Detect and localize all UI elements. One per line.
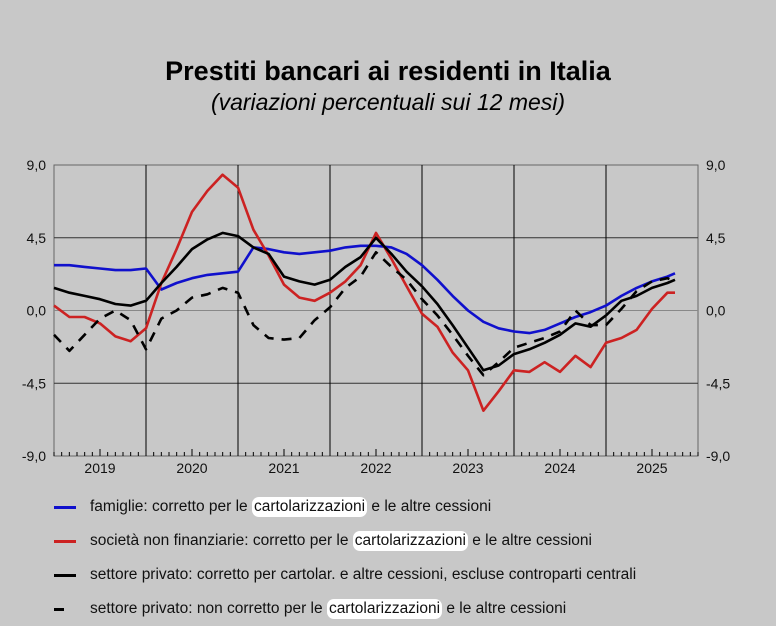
y-tick-label-right: -4,5 xyxy=(706,375,730,391)
y-tick-label-left: -4,5 xyxy=(22,375,46,391)
x-tick-label: 2022 xyxy=(360,460,391,476)
y-tick-label-left: 9,0 xyxy=(27,157,47,173)
series-line-3 xyxy=(53,251,676,377)
y-tick-label-left: 0,0 xyxy=(27,303,47,319)
chart-subtitle: (variazioni percentuali sui 12 mesi) xyxy=(210,89,566,115)
y-tick-label-left: 4,5 xyxy=(27,230,47,246)
legend-label: settore privato: corretto per cartolar. … xyxy=(90,566,637,583)
legend-swatch-settore-privato xyxy=(54,573,76,577)
legend-highlight: cartolarizzazioni xyxy=(326,599,443,619)
x-tick-label: 2019 xyxy=(84,460,115,476)
y-tick-label-left: -9,0 xyxy=(22,448,46,464)
legend-label: e le altre cessioni xyxy=(367,498,492,515)
legend-label: e le altre cessioni xyxy=(442,600,567,617)
line-chart: 9,0 9,0 4,5 4,5 0,0 0,0 -4,5 -4,5 -9,0 -9,0 2019 20… xyxy=(22,157,730,476)
legend-item: settore privato: non corretto per le car… xyxy=(54,592,636,626)
x-tick-label: 2023 xyxy=(452,460,483,476)
legend-highlight: cartolarizzazioni xyxy=(352,531,468,551)
x-tick-label: 2024 xyxy=(544,460,575,476)
legend-label: società non finanziarie: corretto per le xyxy=(90,532,353,549)
legend-label: settore privato: non corretto per le xyxy=(90,600,327,617)
legend-item: società non finanziarie: corretto per le… xyxy=(54,524,636,558)
legend-swatch-famiglie xyxy=(54,505,76,509)
legend: famiglie: corretto per le cartolarizzazi… xyxy=(54,490,636,626)
y-tick-label-right: 0,0 xyxy=(706,303,726,319)
legend-label: famiglie: corretto per le xyxy=(90,498,252,515)
y-tick-label-right: 4,5 xyxy=(706,230,726,246)
x-tick-label: 2021 xyxy=(268,460,299,476)
y-tick-label-right: -9,0 xyxy=(706,448,730,464)
legend-label: e le altre cessioni xyxy=(467,532,592,549)
series-line-2 xyxy=(53,231,676,372)
legend-item: settore privato: corretto per cartolar. … xyxy=(54,558,636,592)
legend-highlight: cartolarizzazioni xyxy=(251,497,368,517)
x-tick-label: 2025 xyxy=(636,460,667,476)
x-tick-label: 2020 xyxy=(176,460,207,476)
legend-swatch-societa xyxy=(54,539,76,543)
legend-swatch-settore-privato-non-corretto xyxy=(54,607,64,611)
chart-title: Prestiti bancari ai residenti in Italia xyxy=(165,56,611,86)
legend-item: famiglie: corretto per le cartolarizzazi… xyxy=(54,490,636,524)
y-tick-label-right: 9,0 xyxy=(706,157,726,173)
